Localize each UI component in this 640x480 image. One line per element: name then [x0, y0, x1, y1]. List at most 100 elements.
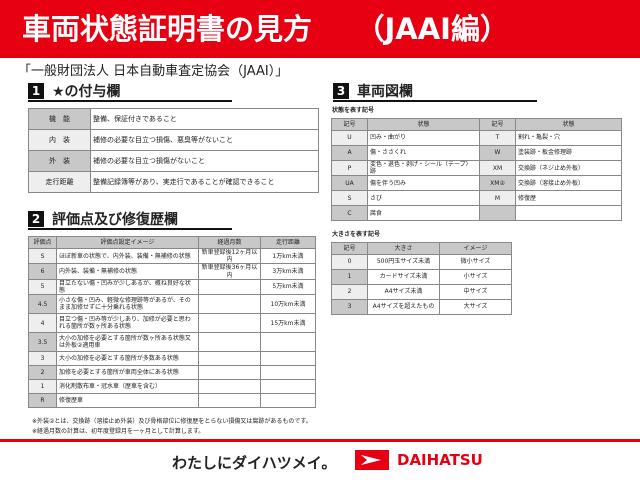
- table-row: 3.5 大小の加修を必要とする箇所が数ヶ所ある状態又は外板②適用車: [28, 332, 316, 353]
- slogan-logo: わたしにダイハツメイ。: [172, 454, 337, 472]
- table-cell: 新車登録後36ヶ月以内: [198, 263, 261, 280]
- table-cell: S: [331, 190, 368, 207]
- column-header: 状態: [515, 118, 622, 131]
- table-cell: 変色・退色・剥げ・シール（テープ）跡: [367, 159, 480, 177]
- section-number: 1: [28, 83, 44, 99]
- table-cell: 交換跡（溶接止め外板）: [515, 175, 622, 192]
- table-cell: 10万km未満: [260, 294, 316, 315]
- table-row: R 修復歴車: [28, 393, 316, 409]
- table-cell: 凹み・曲がり: [367, 130, 480, 146]
- brand-name: DAIHATSU: [397, 451, 483, 469]
- header-row: 記号 大きさ イメージ: [331, 242, 512, 255]
- table-row: 6 内外装、装備・無補修の状態 新車登録後36ヶ月以内 3万km未満: [28, 263, 316, 280]
- table-row: 4 目立つ傷・凹み等が少しあり、加修が必要と思われる箇所が数ヶ所ある状態 15万km…: [28, 313, 316, 334]
- table-cell: [260, 365, 316, 381]
- table-row: 1 カードサイズ未満 小サイズ: [331, 269, 512, 285]
- table-row: 走行距離 整備記録簿等があり、実走行であることが確認できること: [28, 171, 319, 193]
- brand-logo: DAIHATSU: [355, 450, 483, 470]
- table-cell: 5: [28, 278, 57, 296]
- table-cell: W: [479, 145, 516, 161]
- table-cell: A4サイズ未満: [367, 284, 440, 300]
- table-cell: T: [479, 130, 516, 146]
- table-cell: [260, 379, 316, 395]
- table-cell: 大小の加修を必要とする箇所が数ヶ所ある状態又は外板②適用車: [56, 332, 199, 353]
- section-title: 車両図欄: [357, 84, 413, 100]
- table-cell: 中サイズ: [439, 284, 512, 300]
- table-cell: P: [331, 159, 368, 177]
- table-cell: 6: [28, 263, 57, 280]
- table-cell: 大サイズ: [439, 299, 512, 315]
- table-cell: A: [331, 145, 368, 161]
- table-cell: R: [28, 393, 57, 409]
- table-cell: [198, 278, 261, 296]
- table-cell: M: [479, 190, 516, 207]
- table-cell: [260, 332, 316, 353]
- table-cell: 目立たない傷・凹みが少しあるが、概ね良好な状態: [56, 278, 199, 296]
- table-cell: ほぼ新車の状態で、内外装、装備・無補修の状態: [56, 247, 199, 265]
- table-cell: 500円玉サイズ未満: [367, 254, 440, 270]
- table-cell: A4サイズを超えたもの: [367, 299, 440, 315]
- table-row: 5 目立たない傷・凹みが少しあるが、概ね良好な状態 5万km未満: [28, 278, 316, 296]
- column-header: 記号: [331, 118, 368, 131]
- column-header: 評価点設定イメージ: [56, 236, 199, 249]
- page-title: 車両状態証明書の見方 （JAAI編）: [0, 0, 640, 58]
- column-header: 経過月数: [198, 236, 261, 249]
- table-cell: 2: [28, 365, 57, 381]
- table-row: 4.5 小さな傷・凹み、軽微な修理跡等があるが、そのまま加修せずに十分乗れる状態 1…: [28, 294, 316, 315]
- star-table: 機 能整備、保証付きであること内 装補修の必要な目立つ損傷、悪臭等がないこと外 …: [28, 108, 319, 193]
- section-title: ★の付与欄: [52, 84, 121, 100]
- column-header: 状態: [367, 118, 480, 131]
- header-row: 記号 状態 記号 状態: [331, 118, 622, 131]
- table-cell: 0: [331, 254, 368, 270]
- table-row: C 腐食: [331, 205, 622, 222]
- table-cell: 5万km未満: [260, 278, 316, 296]
- table-cell: 内 装: [28, 129, 91, 151]
- table-cell: [198, 379, 261, 395]
- section-number: 3: [333, 83, 349, 99]
- table-cell: S: [28, 247, 57, 265]
- table-cell: さび: [367, 190, 480, 207]
- table-cell: 走行距離: [28, 171, 91, 193]
- table-row: 2 加修を必要とする箇所が車両全体にある状態: [28, 365, 316, 381]
- column-header: 記号: [479, 118, 516, 131]
- table-cell: 塗装跡・板金修理跡: [515, 145, 622, 161]
- table-cell: カードサイズ未満: [367, 269, 440, 285]
- table-cell: 1万km未満: [260, 247, 316, 265]
- table-row: 機 能整備、保証付きであること: [28, 108, 319, 130]
- table-cell: C: [331, 205, 368, 222]
- table-cell: 4: [28, 313, 57, 334]
- table-row: 外 装補修の必要な目立つ損傷がないこと: [28, 150, 319, 172]
- table-cell: 4.5: [28, 294, 57, 315]
- organization: 「一般財団法人 日本自動車査定協会（JAAI）」: [18, 64, 289, 79]
- column-header: 走行距離: [260, 236, 316, 249]
- section3-heading: 3 車両図欄: [333, 82, 537, 102]
- note: ※経過月数の計算は、初年度登録月を一ヶ月として計算します。: [32, 428, 205, 435]
- table-cell: 傷を伴う凹み: [367, 175, 480, 192]
- table-row: 内 装補修の必要な目立つ損傷、悪臭等がないこと: [28, 129, 319, 151]
- table-cell: 修復歴車: [56, 393, 199, 409]
- table-cell: 修復歴: [515, 190, 622, 207]
- size-table: 記号 大きさ イメージ 0 500円玉サイズ未満 微小サイズ 1 カードサイズ未満 小サイズ 2 A…: [331, 242, 512, 315]
- table-cell: [198, 393, 261, 409]
- table-cell: [260, 393, 316, 409]
- column-header: 大きさ: [367, 242, 440, 255]
- table-cell: 消化剤散布車・冠水車（歴車を含む）: [56, 379, 199, 395]
- table-cell: 交換跡（ネジ止め外板）: [515, 159, 622, 177]
- table-row: UA 傷を伴う凹み XM② 交換跡（溶接止め外板）: [331, 175, 622, 192]
- table-cell: 1: [28, 379, 57, 395]
- divider: [0, 439, 640, 442]
- table-cell: [515, 205, 622, 222]
- table-cell: XM②: [479, 175, 516, 192]
- table-row: S ほぼ新車の状態で、内外装、装備・無補修の状態 新車登録後12ヶ月以内 1万km未満: [28, 247, 316, 265]
- table-cell: 小サイズ: [439, 269, 512, 285]
- table-cell: [260, 351, 316, 367]
- table-row: 2 A4サイズ未満 中サイズ: [331, 284, 512, 300]
- table-cell: 大小の加修を必要とする箇所が多数ある状態: [56, 351, 199, 367]
- header-row: 評価点 評価点設定イメージ 経過月数 走行距離: [28, 236, 316, 249]
- table-cell: [198, 351, 261, 367]
- table-cell: 機 能: [28, 108, 91, 130]
- note: ※外装②とは、交換跡（溶接止め外装）及び骨格部位に修復歴をとらない損傷又は腐跡が…: [32, 418, 312, 425]
- table-row: U 凹み・曲がり T 割れ・亀裂・穴: [331, 130, 622, 146]
- table-cell: 2: [331, 284, 368, 300]
- column-header: 評価点: [28, 236, 57, 249]
